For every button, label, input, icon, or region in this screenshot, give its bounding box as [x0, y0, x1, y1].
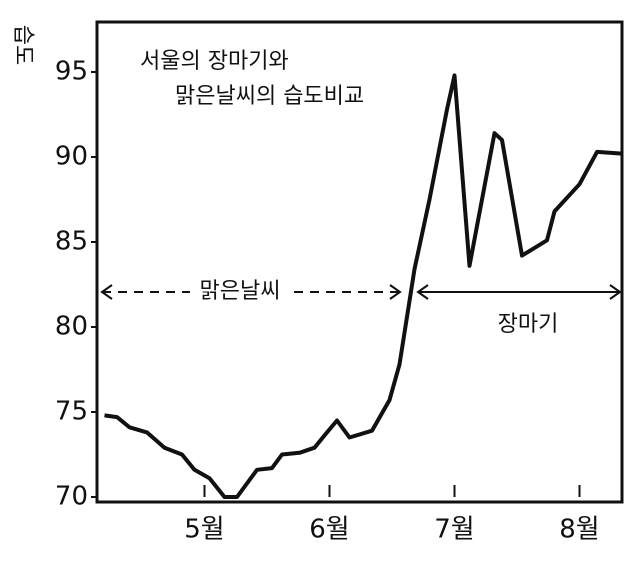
x-tick-label: 5월	[184, 515, 224, 545]
label-bg	[190, 278, 290, 306]
arrow-head	[416, 284, 622, 300]
arrow-head	[100, 284, 402, 300]
annotation: 장마기	[498, 312, 559, 337]
annotation: 맑은날씨	[200, 279, 281, 304]
chart-title: 맑은날씨의 습도비교	[175, 84, 364, 109]
y-tick-label: 95	[55, 57, 88, 87]
x-tick-label: 8월	[559, 515, 599, 545]
y-tick-label: 70	[55, 482, 88, 512]
x-tick-label: 7월	[434, 515, 474, 545]
y-tick-label: 80	[55, 312, 88, 342]
x-tick-label: 6월	[309, 515, 349, 545]
y-tick-label: 90	[55, 142, 88, 172]
y-axis-label: 습도	[10, 25, 35, 65]
plot-frame	[95, 20, 624, 504]
chart-title: 서울의 장마기와	[140, 49, 289, 74]
y-tick-label: 85	[55, 227, 88, 257]
y-tick-label: 75	[55, 397, 88, 427]
data-line	[104, 73, 623, 499]
